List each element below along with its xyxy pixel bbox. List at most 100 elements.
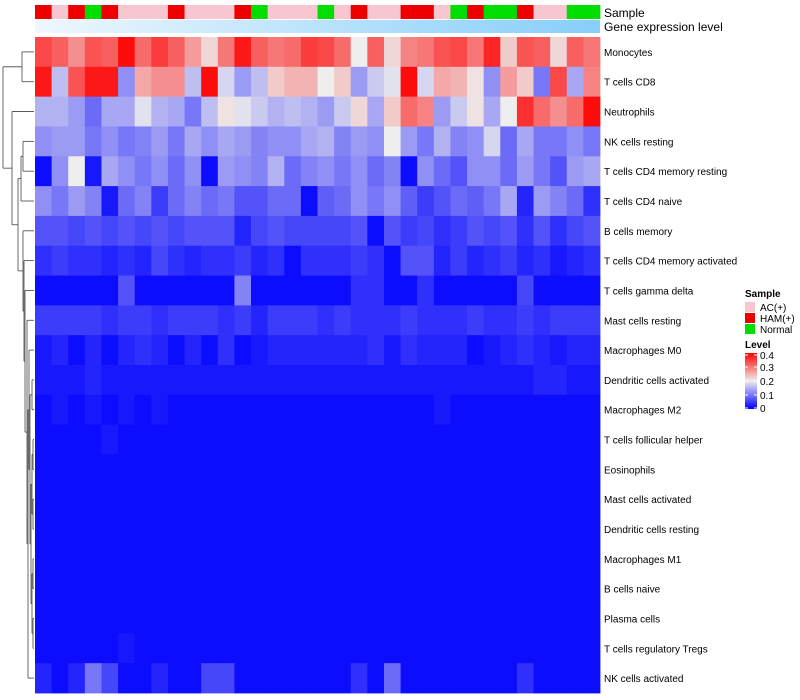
heatmap-cell <box>118 126 136 157</box>
heatmap-cell <box>234 543 252 575</box>
heatmap-cell <box>167 186 185 217</box>
heatmap-cell <box>467 365 485 396</box>
heatmap-cell <box>400 454 418 485</box>
legend-sample-items: AC(+)HAM(+)Normal <box>745 302 795 336</box>
heatmap-cell <box>500 543 518 575</box>
heatmap-cell <box>317 37 335 68</box>
heatmap-cell <box>151 543 169 575</box>
heatmap-cell <box>417 126 435 157</box>
heatmap-cell <box>483 603 501 634</box>
heatmap-cells <box>35 37 601 694</box>
heatmap-cell <box>550 66 568 98</box>
sample-annotation-cell <box>217 5 235 19</box>
heatmap-cell <box>533 365 551 396</box>
heatmap-cell <box>217 484 235 515</box>
heatmap-cell <box>483 305 501 336</box>
heatmap-cell <box>383 156 401 187</box>
heatmap-cell <box>433 663 451 694</box>
heatmap-cell <box>201 424 219 455</box>
row-label: NK cells activated <box>604 674 683 685</box>
sample-annotation-cell <box>583 5 601 19</box>
heatmap-cell <box>201 454 219 485</box>
heatmap-cell <box>317 96 335 127</box>
heatmap-cell <box>101 365 119 396</box>
sample-annotation-track <box>35 5 601 19</box>
heatmap-cell <box>450 603 468 634</box>
sample-annotation-cell <box>317 5 335 19</box>
heatmap-cell <box>583 335 601 366</box>
heatmap-cell <box>184 424 202 455</box>
heatmap-cell <box>583 454 601 485</box>
heatmap-cell <box>51 96 69 127</box>
heatmap-cell <box>300 215 318 247</box>
heatmap-cell <box>284 126 302 157</box>
heatmap-cell <box>35 186 53 217</box>
sample-annotation-cell <box>84 5 102 19</box>
heatmap-cell <box>51 514 69 545</box>
heatmap-cell <box>267 66 285 98</box>
heatmap-cell <box>583 394 601 426</box>
heatmap-cell <box>267 365 285 396</box>
heatmap-cell <box>101 126 119 157</box>
heatmap-cell <box>184 66 202 98</box>
heatmap-cell <box>84 484 102 515</box>
sample-annotation-cell <box>500 5 518 19</box>
heatmap-cell <box>118 484 136 515</box>
heatmap-cell <box>251 663 269 694</box>
heatmap-cell <box>35 126 53 157</box>
heatmap-cell <box>317 186 335 217</box>
heatmap-cell <box>383 215 401 247</box>
heatmap-cell <box>350 424 368 455</box>
heatmap-cell <box>201 126 219 157</box>
heatmap-cell <box>35 365 53 396</box>
heatmap-cell <box>516 96 534 127</box>
heatmap-cell <box>284 96 302 127</box>
heatmap-cell <box>467 663 485 694</box>
heatmap-cell <box>234 37 252 68</box>
sample-annotation-cell <box>467 5 485 19</box>
heatmap-cell <box>367 514 385 545</box>
heatmap-cell <box>35 633 53 664</box>
heatmap-cell <box>84 37 102 68</box>
heatmap-cell <box>417 484 435 515</box>
heatmap-cell <box>483 335 501 366</box>
heatmap-cell <box>234 424 252 455</box>
heatmap-cell <box>101 543 119 575</box>
heatmap-cell <box>151 96 169 127</box>
heatmap-cell <box>201 335 219 366</box>
heatmap-cell <box>267 37 285 68</box>
heatmap-cell <box>566 663 584 694</box>
heatmap-cell <box>201 37 219 68</box>
heatmap-cell <box>68 633 86 664</box>
heatmap-cell <box>400 245 418 276</box>
heatmap-cell <box>234 603 252 634</box>
heatmap-cell <box>516 484 534 515</box>
row-label: B cells naive <box>604 585 661 596</box>
heatmap-cell <box>167 245 185 276</box>
sample-annotation-cell <box>151 5 169 19</box>
heatmap-cell <box>367 215 385 247</box>
heatmap-cell <box>433 543 451 575</box>
heatmap-cell <box>251 215 269 247</box>
heatmap-cell <box>201 215 219 247</box>
heatmap-cell <box>201 245 219 276</box>
heatmap-cell <box>217 603 235 634</box>
heatmap-cell <box>151 394 169 426</box>
heatmap-cell <box>533 186 551 217</box>
legend-swatch <box>745 313 755 323</box>
heatmap-cell <box>251 126 269 157</box>
heatmap-cell <box>217 275 235 306</box>
heatmap-cell <box>483 96 501 127</box>
heatmap-cell <box>350 305 368 336</box>
heatmap-cell <box>251 424 269 455</box>
heatmap-cell <box>167 96 185 127</box>
heatmap-cell <box>533 275 551 306</box>
heatmap-cell <box>118 603 136 634</box>
heatmap-cell <box>151 245 169 276</box>
heatmap-cell <box>201 365 219 396</box>
heatmap-cell <box>417 603 435 634</box>
heatmap-cell <box>51 186 69 217</box>
sample-annotation-cell <box>68 5 86 19</box>
heatmap-cell <box>317 454 335 485</box>
heatmap-cell <box>317 215 335 247</box>
